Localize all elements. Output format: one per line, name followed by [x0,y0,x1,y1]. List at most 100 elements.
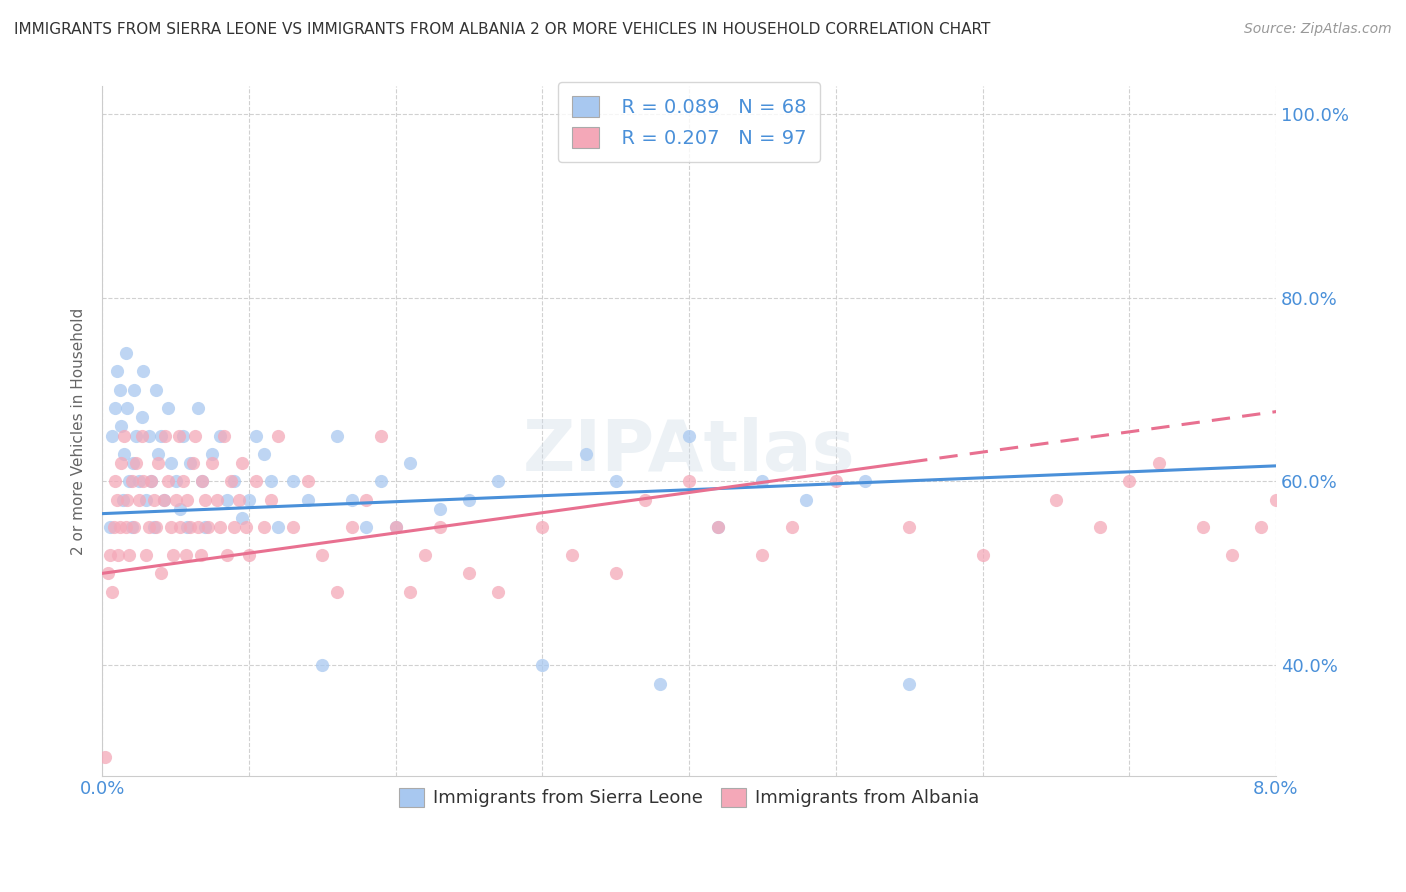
Point [181,456,204,470]
Point [135,492,157,507]
Point [311,548,333,562]
Point [898,676,921,690]
Point [172,428,194,442]
Point [157,475,180,489]
Point [124,383,146,397]
Point [138,520,160,534]
Point [104,401,127,415]
Legend: Immigrants from Sierra Leone, Immigrants from Albania: Immigrants from Sierra Leone, Immigrants… [391,780,987,814]
Point [326,584,349,599]
Point [131,428,153,442]
Point [707,520,730,534]
Point [122,456,145,470]
Point [384,520,406,534]
Point [252,447,274,461]
Point [125,428,148,442]
Point [561,548,583,562]
Point [356,520,378,534]
Point [605,566,627,581]
Point [824,475,846,489]
Point [228,492,250,507]
Point [183,428,205,442]
Point [160,520,183,534]
Point [97,566,120,581]
Point [1118,475,1140,489]
Point [187,520,209,534]
Point [139,475,162,489]
Text: IMMIGRANTS FROM SIERRA LEONE VS IMMIGRANTS FROM ALBANIA 2 OR MORE VEHICLES IN HO: IMMIGRANTS FROM SIERRA LEONE VS IMMIGRAN… [14,22,990,37]
Point [267,428,290,442]
Point [172,475,194,489]
Point [245,475,267,489]
Point [132,364,155,378]
Point [105,364,128,378]
Point [142,520,165,534]
Point [201,456,224,470]
Point [853,475,876,489]
Point [245,428,267,442]
Point [142,492,165,507]
Point [399,584,422,599]
Point [796,492,818,507]
Point [413,548,436,562]
Point [531,520,554,534]
Point [117,548,139,562]
Point [1220,548,1243,562]
Point [110,419,132,434]
Point [132,475,155,489]
Point [215,492,238,507]
Point [146,456,169,470]
Point [231,511,253,525]
Point [107,548,129,562]
Point [634,492,657,507]
Y-axis label: 2 or more Vehicles in Household: 2 or more Vehicles in Household [72,308,86,555]
Point [238,548,260,562]
Point [297,475,319,489]
Point [678,475,700,489]
Point [1294,612,1316,626]
Point [110,456,132,470]
Point [311,658,333,673]
Point [115,492,138,507]
Point [121,520,143,534]
Point [108,520,131,534]
Point [458,492,481,507]
Point [149,566,172,581]
Point [179,520,201,534]
Point [157,401,180,415]
Point [138,428,160,442]
Point [112,428,135,442]
Point [215,548,238,562]
Point [340,520,363,534]
Point [201,447,224,461]
Point [486,584,509,599]
Point [160,456,183,470]
Point [105,492,128,507]
Point [169,502,191,516]
Point [224,520,246,534]
Point [235,520,257,534]
Point [139,475,162,489]
Point [165,492,187,507]
Point [167,428,190,442]
Point [124,520,146,534]
Point [108,383,131,397]
Point [707,520,730,534]
Point [114,520,136,534]
Point [458,566,481,581]
Point [1088,520,1111,534]
Point [194,520,217,534]
Point [115,401,138,415]
Point [125,456,148,470]
Point [153,492,176,507]
Point [1286,548,1309,562]
Point [103,520,125,534]
Point [678,428,700,442]
Point [176,492,198,507]
Point [751,548,773,562]
Point [131,410,153,425]
Point [212,428,235,442]
Point [190,548,212,562]
Point [194,492,217,507]
Point [224,475,246,489]
